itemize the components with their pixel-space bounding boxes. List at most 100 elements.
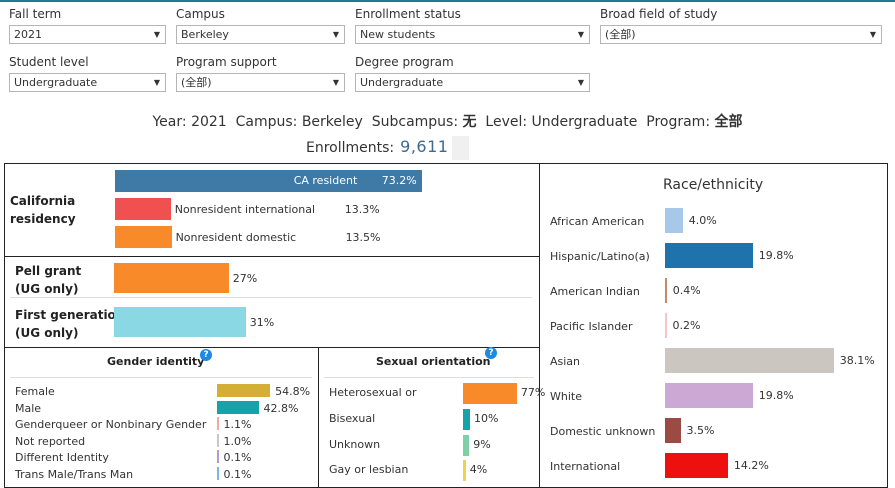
orientation-label: Unknown [329,438,381,451]
gender-bar [217,467,219,480]
gender-label: Genderqueer or Nonbinary Gender [15,418,207,432]
filter-degree-program: Degree program Undergraduate ▼ [355,54,590,92]
campus-label: Campus: [235,114,298,130]
filter-label: Program support [176,55,277,69]
campus-dropdown[interactable]: Berkeley ▼ [176,25,345,44]
gender-bar [217,384,271,397]
dropdown-value: Undergraduate [14,76,98,89]
orientation-bar [463,383,517,404]
program-label: Program: [646,114,711,130]
race-bar [665,313,667,338]
gender-bar-value: 1.0% [223,434,252,448]
residency-bar-value: 13.3% [344,203,380,216]
filter-label: Enrollment status [355,7,461,21]
residency-section-label: California residency [10,194,76,226]
orientation-bar [463,460,466,481]
orientation-divider [324,377,534,378]
gender-label: Different Identity [15,451,109,465]
broad-field-dropdown[interactable]: (全部) ▼ [600,25,882,44]
race-label: White [550,390,582,403]
race-bar-value: 4.0% [688,214,717,227]
filter-broad-field: Broad field of study (全部) ▼ [600,6,882,44]
dropdown-arrow-icon: ▼ [577,30,584,39]
dropdown-value: (全部) [181,76,212,89]
race-label: American Indian [550,285,640,298]
level-value: Undergraduate [531,114,638,130]
race-label: Asian [550,355,581,368]
filter-campus: Campus Berkeley ▼ [176,6,345,44]
degree-program-dropdown[interactable]: Undergraduate ▼ [355,73,590,92]
orientation-bar-value: 4% [469,463,488,476]
dropdown-arrow-icon: ▼ [153,30,160,39]
filter-label: Campus [176,7,225,21]
enrollment-status-dropdown[interactable]: New students ▼ [355,25,590,44]
filter-student-level: Student level Undergraduate ▼ [9,54,166,92]
dropdown-value: (全部) [605,28,636,41]
race-bar [665,418,681,443]
dropdown-arrow-icon: ▼ [332,30,339,39]
dropdown-value: Berkeley [181,28,229,41]
pell-sublabel-text: (UG only) [15,282,79,296]
residency-bar [115,226,172,248]
race-bar-value: 38.1% [839,354,875,367]
gender-bar [217,417,219,431]
orientation-label: Gay or lesbian [329,463,409,476]
summary-line: Year: 2021 Campus: Berkeley Subcampus: 无… [0,111,895,131]
gender-bar [217,450,219,464]
race-bar [665,278,667,303]
gender-info-icon[interactable]: ? [200,349,212,361]
residency-bar-value: 73.2% [381,174,417,187]
orientation-bar [463,409,470,430]
race-bar [665,243,753,268]
enrollments-value: 9,611 [400,137,449,156]
race-bar-value: 0.2% [672,319,701,332]
program-support-dropdown[interactable]: (全部) ▼ [176,73,345,92]
first-generation-label: First generation (UG only) [15,306,124,342]
residency-bar [115,198,171,220]
race-label: Pacific Islander [550,320,633,333]
subcampus-label: Subcampus: [371,114,459,130]
dropdown-arrow-icon: ▼ [332,78,339,87]
orientation-bar-value: 9% [473,438,491,451]
race-bar [665,383,753,408]
enrollments-line: Enrollments: 9,611 [306,136,470,160]
filter-label: Student level [9,55,89,69]
support-bar [114,263,229,293]
residency-divider [5,256,539,257]
gender-divider [10,377,312,378]
year-label: Year: [152,114,187,130]
residency-bar [115,170,422,192]
gender-bar [217,400,259,414]
gender-bar-value: 0.1% [223,451,252,465]
dropdown-arrow-icon: ▼ [577,78,584,87]
student-level-dropdown[interactable]: Undergraduate ▼ [9,73,166,92]
filter-enrollment-status: Enrollment status New students ▼ [355,6,590,44]
gender-bar-value: 0.1% [223,468,252,481]
dropdown-arrow-icon: ▼ [869,30,876,39]
race-bar-value: 14.2% [733,459,769,472]
filter-label: Broad field of study [600,7,718,21]
race-bar [665,453,728,478]
race-title: Race/ethnicity [663,177,764,193]
dropdown-value: New students [360,28,436,41]
fall-term-dropdown[interactable]: 2021 ▼ [9,25,166,44]
pell-label-text: Pell grant [15,264,82,278]
orientation-label: Bisexual [329,412,376,425]
race-bar-value: 0.4% [672,284,701,297]
orientation-info-icon[interactable]: ? [485,347,497,359]
level-label: Level: [485,114,528,130]
program-value: 全部 [714,114,743,130]
residency-bar-value: 13.5% [345,231,381,244]
orientation-bar [463,435,470,456]
gender-label: Trans Male/Trans Man [15,468,134,481]
subcampus-value: 无 [462,114,477,130]
firstgen-label-text: First generation [15,308,125,322]
orientation-title: Sexual orientation [376,355,491,368]
filter-fall-term: Fall term 2021 ▼ [9,6,166,44]
dropdown-value: Undergraduate [360,76,444,89]
race-label: Domestic unknown [550,425,656,438]
support-divider [10,297,532,298]
filter-label: Degree program [355,55,454,69]
race-label: International [550,460,621,473]
orientation-label: Heterosexual or [329,386,417,399]
